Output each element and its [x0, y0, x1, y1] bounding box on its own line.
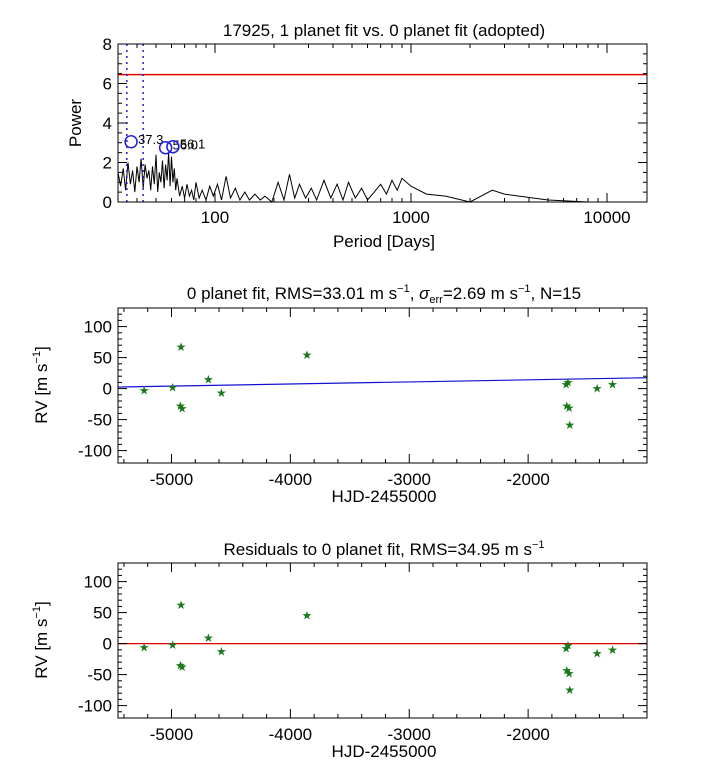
panel3-data-point: ★ — [302, 609, 313, 623]
panel3-data-point: ★ — [203, 631, 214, 645]
panel3-data-point: ★ — [139, 640, 150, 654]
panel1-y-axis-label: Power — [66, 99, 85, 148]
x-tick-label: -5000 — [150, 725, 193, 744]
x-tick-label: -2000 — [506, 725, 549, 744]
peak-marker-2 — [166, 139, 180, 154]
x-tick-label: -3000 — [388, 725, 431, 744]
panel3-data-point: ★ — [561, 663, 572, 677]
x-tick-label: 1000 — [392, 208, 430, 227]
panel2-data-point: ★ — [167, 380, 178, 394]
y-tick-label: -100 — [78, 442, 112, 461]
panel2-data-point: ★ — [592, 382, 603, 396]
panel3-x-axis-label: HJD-2455000 — [332, 742, 437, 761]
panel3-plot-area: ★ ★★★★★★★★★★★★★ ★ — [118, 598, 647, 697]
panel3-data-point: ★ — [175, 658, 186, 672]
panel-periodogram: 17925, 1 planet fit vs. 0 planet fit (ad… — [66, 21, 648, 251]
peak-label-0: 37.3 — [138, 132, 163, 147]
panel2-frame — [117, 307, 648, 464]
y-tick-label: 0 — [103, 193, 112, 212]
panel2-data-point: ★ — [177, 401, 188, 415]
x-tick-label: -4000 — [269, 725, 312, 744]
panel2-plot-area: ★ ★★★★★★★★★★★★★ ★ — [117, 340, 648, 432]
x-tick-label: -4000 — [269, 470, 312, 489]
x-tick-label: 100 — [201, 208, 229, 227]
panel3-frame — [117, 562, 648, 719]
panel3-data-point: ★ — [216, 645, 227, 659]
panel2-data-point: ★ — [176, 340, 187, 354]
panel1-title: 17925, 1 planet fit vs. 0 planet fit (ad… — [223, 21, 545, 40]
y-tick-label: 8 — [103, 35, 112, 54]
panel3-data-point: ★ — [564, 683, 575, 697]
y-tick-label: 0 — [103, 635, 112, 654]
panel2-title: 0 planet fit, RMS=33.01 m s−1, σerr=2.69… — [187, 283, 581, 306]
panel2-data-point: ★ — [139, 383, 150, 397]
panel2-y-ticks: -100 -50 0 50 100 — [78, 307, 647, 464]
y-tick-label: 4 — [103, 114, 112, 133]
y-tick-label: -100 — [78, 697, 112, 716]
panel-rv-fit: 0 planet fit, RMS=33.01 m s−1, σerr=2.69… — [31, 283, 648, 506]
panel2-model-line — [117, 377, 648, 388]
y-tick-label: 50 — [93, 604, 112, 623]
panel1-y-ticks: 0 2 4 6 8 — [103, 35, 647, 212]
peak-label-2: 56.1 — [180, 137, 205, 152]
y-tick-label: 50 — [93, 349, 112, 368]
x-tick-label: -5000 — [150, 470, 193, 489]
panel2-data-point: ★ — [561, 377, 572, 391]
peak-marker-1 — [158, 140, 173, 155]
panel3-data-point: ★ — [167, 638, 178, 652]
panel3-y-ticks: -100 -50 0 50 100 — [78, 562, 647, 719]
panel2-data-point: ★ — [564, 418, 575, 432]
y-tick-label: -50 — [87, 666, 112, 685]
panel3-x-ticks: -5000 -4000 -3000 -2000 — [123, 563, 648, 744]
panel3-data-point: ★ — [563, 638, 574, 652]
panel3-data-point: ★ — [592, 647, 603, 661]
panel2-data-point: ★ — [563, 375, 574, 389]
panel3-data-point: ★ — [564, 666, 575, 680]
panel3-data-point: ★ — [176, 598, 187, 612]
panel2-y-axis-label: RV [m s−1] — [31, 346, 51, 423]
panel1-x-ticks: 100 1000 10000 — [136, 44, 631, 227]
peak-marker-0 — [124, 135, 138, 149]
panel2-data-point: ★ — [203, 372, 214, 386]
y-tick-label: 100 — [84, 318, 112, 337]
panel1-frame — [117, 43, 648, 203]
panel2-x-axis-label: HJD-2455000 — [332, 487, 437, 506]
panel2-data-point: ★ — [607, 377, 618, 391]
panel1-x-axis-label: Period [Days] — [333, 232, 435, 251]
y-tick-label: 0 — [103, 380, 112, 399]
x-tick-label: -2000 — [506, 470, 549, 489]
panel2-data-point: ★ — [302, 348, 313, 362]
panel3-data-point: ★ — [607, 643, 618, 657]
panel2-data-point: ★ — [175, 399, 186, 413]
panel2-data-point: ★ — [216, 386, 227, 400]
panel2-data-point: ★ — [561, 399, 572, 413]
panel3-data-point: ★ — [561, 642, 572, 656]
y-tick-label: 100 — [84, 573, 112, 592]
y-tick-label: -50 — [87, 411, 112, 430]
panel-residuals: Residuals to 0 planet fit, RMS=34.95 m s… — [31, 539, 648, 761]
periodogram-line — [117, 152, 647, 203]
panel1-plot-area: 37.3 56.056.1 — [117, 44, 647, 203]
panel3-title: Residuals to 0 planet fit, RMS=34.95 m s… — [223, 539, 544, 559]
panel3-data-point: ★ — [177, 660, 188, 674]
y-tick-label: 2 — [103, 154, 112, 173]
panel2-data-point: ★ — [564, 401, 575, 415]
panel3-y-axis-label: RV [m s−1] — [31, 601, 51, 678]
y-tick-label: 6 — [103, 75, 112, 94]
panel2-x-ticks: -5000 -4000 -3000 -2000 — [123, 308, 648, 489]
x-tick-label: 10000 — [583, 208, 630, 227]
x-tick-label: -3000 — [388, 470, 431, 489]
